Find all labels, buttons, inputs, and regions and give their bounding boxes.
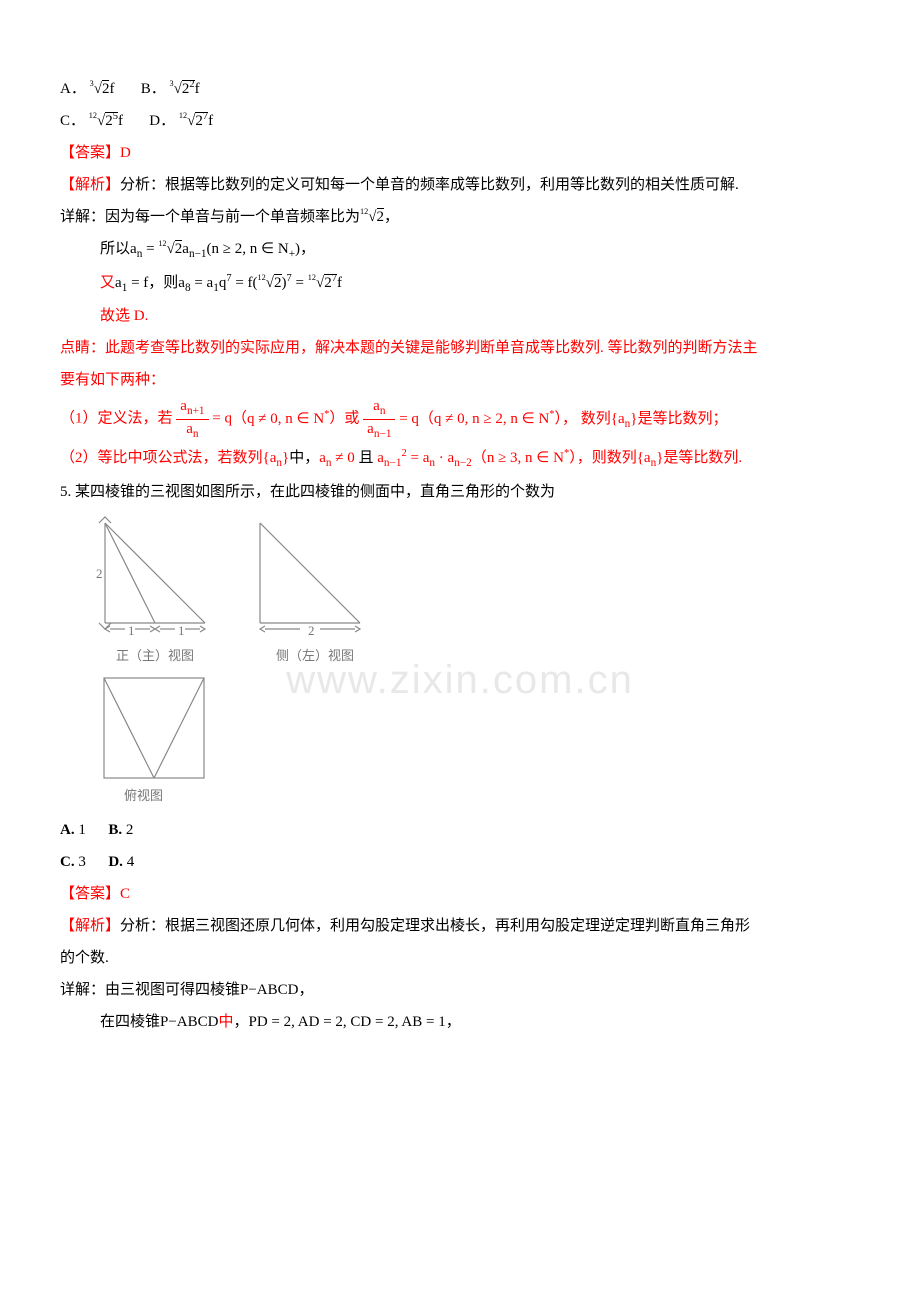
answer2-val: C (120, 886, 130, 902)
front-b1: 1 (128, 623, 135, 638)
c1i1c: = q（q ≠ 0, n ≥ 2, n ∈ N*）， 数列{an}是等比数列； (399, 411, 727, 427)
opt-d-label: D． (149, 113, 175, 129)
detail2-1: 详解：由三视图可得四棱锥P−ABCD， (60, 975, 860, 1005)
explain2-b: 的个数. (60, 943, 860, 973)
q5-text: 5. 某四棱锥的三视图如图所示，在此四棱锥的侧面中，直角三角形的个数为 (60, 477, 860, 507)
answer2: 【答案】C (60, 879, 860, 909)
front-view-svg: 2 1 1 (90, 513, 220, 643)
opt2b-v: 2 (126, 822, 134, 838)
opt-b-label: B． (141, 81, 166, 97)
opt2c-l: C. (60, 854, 75, 870)
q4-options-row1: A． 3√2f B． 3√22f (60, 74, 860, 104)
q4-options-row2: C． 12√25f D． 12√27f (60, 106, 860, 136)
frac1-den: an (176, 420, 208, 442)
detail2-2: 在四棱锥P−ABCD中，PD = 2, AD = 2, CD = 2, AB =… (60, 1007, 860, 1037)
detail1-3a: a1 = f (115, 275, 148, 291)
detail2-1t: 详解：由三视图可得四棱锥P−ABCD， (60, 982, 313, 998)
side-view-block: 2 侧（左）视图 (250, 513, 380, 669)
q5-opts-r2: C. 3 D. 4 (60, 847, 860, 877)
frac1: an+1 an (176, 397, 208, 441)
front-view-label: 正（主）视图 (116, 643, 194, 669)
answer1-label: 【答案】 (60, 145, 120, 161)
detail1-2math: an = 12√2an−1(n ≥ 2, n ∈ N+) (130, 241, 300, 257)
three-views: 2 1 1 正（主）视图 2 (90, 513, 860, 809)
front-b2: 1 (178, 623, 185, 638)
frac2-num: an (363, 397, 395, 420)
opt-a-math: 3√2f (90, 81, 115, 97)
frac1-num: an+1 (176, 397, 208, 420)
detail1-1a: 详解：因为每一个单音与前一个单音频率比为 (60, 209, 360, 225)
opt-a-label: A． (60, 81, 86, 97)
opt-b-math: 3√22f (169, 81, 199, 97)
detail2-2c: ，PD = 2, AD = 2, CD = 2, AB = 1， (234, 1014, 461, 1030)
detail1-3mid: ，则 (148, 275, 178, 291)
detail2-2b: 中 (218, 1014, 233, 1030)
opt-c-math: 12√25f (89, 113, 123, 129)
explain1: 【解析】分析：根据等比数列的定义可知每一个单音的频率成等比数列，利用等比数列的相… (60, 170, 860, 200)
answer2-label: 【答案】 (60, 886, 120, 902)
detail1-2pre: 所以 (100, 241, 130, 257)
explain2-label: 【解析】 (60, 918, 120, 934)
page-content: A． 3√2f B． 3√22f C． 12√25f D． 12√27f 【答案… (60, 74, 860, 1037)
explain2: 【解析】分析：根据三视图还原几何体，利用勾股定理求出棱长，再利用勾股定理逆定理判… (60, 911, 860, 941)
explain1-body: 分析：根据等比数列的定义可知每一个单音的频率成等比数列，利用等比数列的相关性质可… (120, 177, 739, 193)
comment1-item2: （2）等比中项公式法，若数列{an}中，an ≠ 0 且 an−12 = an … (60, 443, 860, 475)
detail1-1b: 12√2 (360, 209, 384, 225)
detail1-3: 又a1 = f，则a8 = a1q7 = f(12√2)7 = 12√27f (60, 268, 860, 300)
top-view-block: 俯视图 (94, 673, 860, 809)
detail1-1c: ， (384, 209, 399, 225)
comment1-p1b: 要有如下两种： (60, 365, 860, 395)
side-view-svg: 2 (250, 513, 380, 643)
detail1-2post: ， (300, 241, 315, 257)
frac2: an an−1 (363, 397, 395, 441)
explain2-body-a: 分析：根据三视图还原几何体，利用勾股定理求出棱长，再利用勾股定理逆定理判断直角三… (120, 918, 750, 934)
side-base: 2 (308, 623, 315, 638)
answer1-val: D (120, 145, 131, 161)
opt2c-v: 3 (78, 854, 86, 870)
comment1-item1: （1）定义法，若 an+1 an = q（q ≠ 0, n ∈ N*）或 an … (60, 397, 860, 441)
detail1-2: 所以an = 12√2an−1(n ≥ 2, n ∈ N+)， (60, 234, 860, 266)
comment1-p1: 点睛：此题考查等比数列的实际应用，解决本题的关键是能够判断单音成等比数列. 等比… (60, 333, 860, 363)
detail1-3b: a8 = a1q7 = f(12√2)7 = 12√27f (178, 275, 342, 291)
detail2-2a: 在四棱锥P−ABCD (100, 1014, 218, 1030)
c1i2: （2）等比中项公式法，若数列{an}中，an ≠ 0 且 an−12 = an … (60, 450, 742, 466)
opt2d-v: 4 (127, 854, 135, 870)
opt-c-label: C． (60, 113, 85, 129)
explain1-label: 【解析】 (60, 177, 120, 193)
frac2-den: an−1 (363, 420, 395, 442)
front-view-block: 2 1 1 正（主）视图 (90, 513, 220, 669)
side-view-label: 侧（左）视图 (276, 643, 354, 669)
c1i1b: = q（q ≠ 0, n ∈ N*）或 (212, 411, 363, 427)
opt-d-math: 12√27f (179, 113, 213, 129)
opt2a-v: 1 (78, 822, 86, 838)
detail1-1: 详解：因为每一个单音与前一个单音频率比为12√2， (60, 202, 860, 232)
opt2b-l: B. (108, 822, 122, 838)
answer1: 【答案】D (60, 138, 860, 168)
opt2d-l: D. (108, 854, 123, 870)
opt2a-l: A. (60, 822, 75, 838)
top-view-svg (94, 673, 214, 783)
detail1-3pre: 又 (100, 275, 115, 291)
q5-opts-r1: A. 1 B. 2 (60, 815, 860, 845)
c1i1a: （1）定义法，若 (60, 411, 173, 427)
detail1-4: 故选 D. (60, 301, 860, 331)
top-view-label: 俯视图 (124, 783, 163, 809)
front-h-label: 2 (96, 566, 103, 581)
